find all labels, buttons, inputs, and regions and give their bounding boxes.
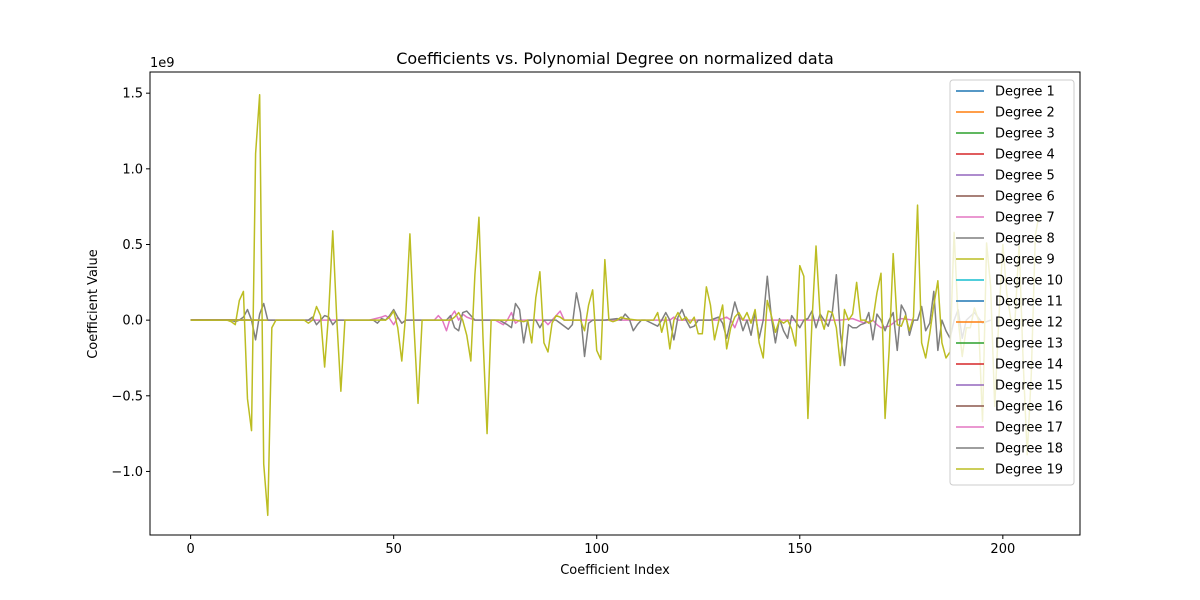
y-tick-label: 1.5 bbox=[122, 87, 143, 102]
legend-label: Degree 15 bbox=[995, 379, 1063, 394]
plot-frame bbox=[149, 71, 1081, 536]
legend-label: Degree 12 bbox=[995, 316, 1063, 331]
series-line-9 bbox=[190, 93, 1041, 517]
legend-label: Degree 5 bbox=[995, 169, 1055, 184]
series-layer bbox=[190, 93, 1041, 517]
legend-label: Degree 4 bbox=[995, 148, 1055, 163]
y-tick-label: −0.5 bbox=[111, 389, 143, 404]
legend-label: Degree 3 bbox=[995, 127, 1055, 142]
legend-label: Degree 13 bbox=[995, 337, 1063, 352]
legend-label: Degree 7 bbox=[995, 211, 1055, 226]
x-axis: 0 50 100 150 200 bbox=[186, 535, 1015, 557]
legend-box bbox=[949, 79, 1075, 486]
legend-label: Degree 11 bbox=[995, 295, 1063, 310]
y-tick-label: 0.0 bbox=[122, 314, 143, 329]
x-tick-label: 100 bbox=[584, 542, 609, 557]
legend-label: Degree 1 bbox=[995, 85, 1055, 100]
y-tick-label: 1.0 bbox=[122, 162, 143, 177]
x-tick-label: 50 bbox=[385, 542, 402, 557]
legend-label: Degree 9 bbox=[995, 253, 1055, 268]
x-tick-label: 0 bbox=[186, 542, 194, 557]
legend-label: Degree 17 bbox=[995, 421, 1063, 436]
legend-label: Degree 14 bbox=[995, 358, 1063, 373]
y-tick-label: 0.5 bbox=[122, 238, 143, 253]
legend-label: Degree 16 bbox=[995, 400, 1063, 415]
legend-label: Degree 18 bbox=[995, 442, 1063, 457]
legend: Degree 1 Degree 2 Degree 3 Degree 4 Degree 5… bbox=[949, 79, 1075, 486]
y-axis: −1.0 −0.5 0.0 0.5 1.0 1.5 bbox=[111, 87, 150, 480]
x-tick-label: 200 bbox=[990, 542, 1015, 557]
legend-label: Degree 2 bbox=[995, 106, 1055, 121]
y-tick-label: −1.0 bbox=[111, 465, 143, 480]
legend-label: Degree 6 bbox=[995, 190, 1055, 205]
legend-label: Degree 19 bbox=[995, 463, 1063, 478]
x-tick-label: 150 bbox=[787, 542, 812, 557]
legend-label: Degree 8 bbox=[995, 232, 1055, 247]
legend-label: Degree 10 bbox=[995, 274, 1063, 289]
x-axis-label: Coefficient Index bbox=[560, 563, 670, 578]
y-axis-label: Coefficient Value bbox=[86, 249, 101, 359]
y-offset-text: 1e9 bbox=[150, 56, 175, 71]
chart-title: Coefficients vs. Polynomial Degree on no… bbox=[396, 49, 834, 68]
